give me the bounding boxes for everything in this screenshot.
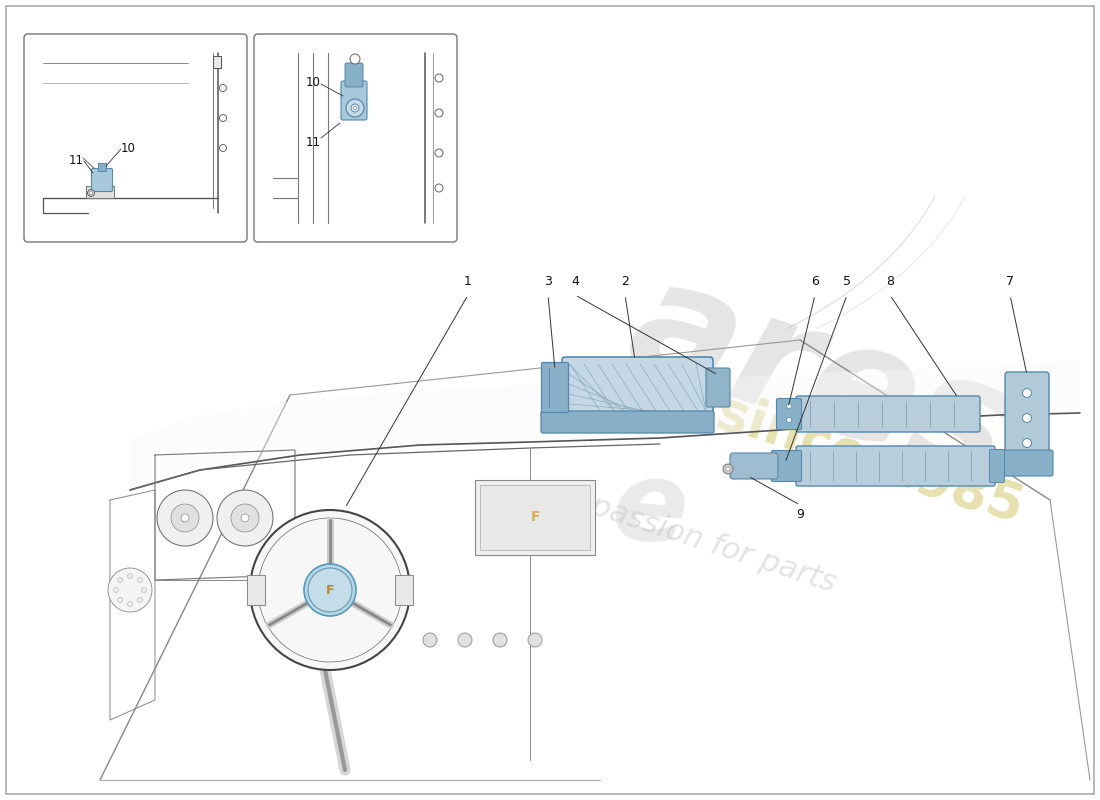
FancyBboxPatch shape [730, 453, 778, 479]
FancyBboxPatch shape [796, 396, 980, 432]
Circle shape [1023, 389, 1032, 398]
Circle shape [89, 191, 92, 194]
FancyBboxPatch shape [771, 450, 802, 482]
FancyBboxPatch shape [541, 362, 569, 413]
Circle shape [250, 510, 410, 670]
Circle shape [170, 504, 199, 532]
Text: 4: 4 [571, 275, 579, 288]
Circle shape [493, 633, 507, 647]
Circle shape [220, 145, 227, 151]
Text: 3: 3 [544, 275, 552, 288]
Circle shape [138, 578, 142, 582]
Text: 6: 6 [811, 275, 818, 288]
Circle shape [1023, 438, 1032, 447]
Bar [248, 575, 265, 605]
FancyBboxPatch shape [990, 450, 1004, 482]
Circle shape [351, 104, 359, 112]
Polygon shape [130, 360, 1080, 490]
FancyBboxPatch shape [254, 34, 456, 242]
Text: since 1985: since 1985 [711, 386, 1030, 534]
FancyBboxPatch shape [1001, 450, 1053, 476]
FancyBboxPatch shape [562, 357, 713, 418]
Circle shape [346, 99, 364, 117]
Circle shape [118, 598, 122, 602]
Circle shape [108, 568, 152, 612]
Text: 10: 10 [306, 77, 320, 90]
Circle shape [138, 598, 142, 602]
Circle shape [113, 587, 119, 593]
Text: 10: 10 [121, 142, 135, 154]
Text: e: e [608, 454, 692, 566]
Text: 8: 8 [886, 275, 894, 288]
Text: 11: 11 [306, 137, 320, 150]
Text: F: F [326, 583, 334, 597]
Text: 5: 5 [843, 275, 851, 288]
Circle shape [353, 106, 356, 110]
Circle shape [157, 490, 213, 546]
Text: a passion for parts: a passion for parts [560, 482, 840, 598]
Bar [395, 575, 412, 605]
Circle shape [723, 464, 733, 474]
Circle shape [308, 568, 352, 612]
Circle shape [434, 184, 443, 192]
Circle shape [458, 633, 472, 647]
Circle shape [118, 578, 122, 582]
FancyBboxPatch shape [91, 169, 112, 191]
Text: 1: 1 [464, 275, 472, 288]
Circle shape [128, 602, 132, 606]
Circle shape [128, 574, 132, 578]
Circle shape [786, 418, 792, 422]
Circle shape [434, 149, 443, 157]
Text: 2: 2 [621, 275, 629, 288]
Text: F: F [530, 510, 540, 524]
Circle shape [241, 514, 249, 522]
Text: ares: ares [610, 246, 1030, 514]
Circle shape [1023, 414, 1032, 422]
Bar [213, 56, 221, 68]
FancyBboxPatch shape [345, 63, 363, 87]
Circle shape [142, 587, 146, 593]
Circle shape [528, 633, 542, 647]
Bar [86, 186, 114, 198]
Circle shape [434, 74, 443, 82]
Circle shape [304, 564, 356, 616]
FancyBboxPatch shape [341, 81, 367, 120]
Circle shape [220, 114, 227, 122]
Text: 7: 7 [1006, 275, 1014, 288]
FancyBboxPatch shape [777, 398, 802, 430]
Circle shape [350, 54, 360, 64]
FancyBboxPatch shape [24, 34, 248, 242]
FancyBboxPatch shape [541, 411, 714, 433]
Bar [480, 485, 590, 550]
Circle shape [182, 514, 189, 522]
Bar [475, 480, 595, 555]
Circle shape [434, 109, 443, 117]
Circle shape [726, 467, 730, 471]
Text: 11: 11 [68, 154, 84, 166]
FancyBboxPatch shape [1005, 372, 1049, 473]
Circle shape [424, 633, 437, 647]
FancyBboxPatch shape [796, 446, 996, 486]
FancyBboxPatch shape [706, 368, 730, 407]
Circle shape [786, 403, 792, 409]
Bar [98, 163, 106, 171]
Circle shape [88, 190, 95, 197]
Text: 9: 9 [796, 508, 804, 521]
Circle shape [231, 504, 258, 532]
Circle shape [220, 85, 227, 91]
Circle shape [217, 490, 273, 546]
